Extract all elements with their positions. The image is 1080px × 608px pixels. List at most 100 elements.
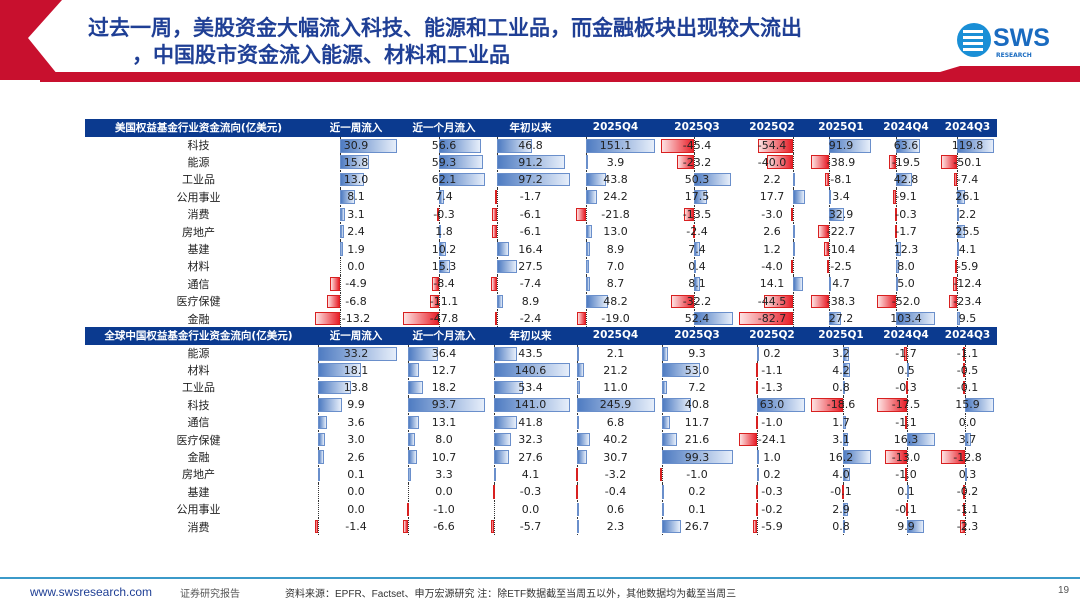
data-cell: 53.4 (488, 378, 573, 397)
data-cell: -23.2 (658, 153, 736, 171)
data-cell: -32.2 (658, 292, 736, 310)
cell-value: 9.9 (347, 398, 365, 412)
table-row: 工业品 13.0 62.1 97.2 43.8 50.3 2.2 -8.1 42.8 -7.4 (85, 170, 997, 189)
data-cell: -7.4 (488, 275, 573, 293)
cell-value: 33.2 (343, 346, 369, 360)
row-label: 公用事业 (176, 190, 221, 204)
table-row: 科技 30.9 56.6 46.8 151.1 -45.4 -54.4 91.9 63.6 119… (85, 136, 997, 154)
positive-data-bar (339, 224, 344, 239)
negative-data-bar (491, 207, 497, 222)
positive-data-bar (793, 172, 796, 187)
bar-axis (694, 137, 696, 154)
bar-axis (757, 361, 759, 379)
cell-value: 2.6 (347, 450, 365, 464)
data-cell: 3.6 (312, 413, 400, 431)
cell-value: 7.2 (688, 380, 706, 394)
cell-value: -6.1 (519, 207, 542, 221)
cell-value: 9.5 (958, 312, 977, 326)
cell-value: -0.1 (895, 502, 917, 516)
bar-axis (896, 188, 898, 206)
data-cell: -38.3 (808, 292, 874, 310)
data-cell: 21.2 (573, 361, 658, 379)
bar-axis (496, 275, 498, 293)
negative-data-bar (962, 502, 965, 517)
bar-axis (339, 275, 341, 293)
cell-value: -9.1 (895, 190, 917, 204)
data-cell: 3.4 (808, 188, 874, 206)
bar-axis (694, 153, 696, 171)
positive-data-bar (843, 380, 846, 395)
cell-value: -6.1 (519, 225, 542, 239)
cell-value: -0.3 (895, 380, 917, 394)
data-cell: 56.6 (400, 136, 488, 154)
bar-axis (896, 205, 898, 223)
positive-data-bar (339, 155, 369, 169)
positive-data-bar (757, 467, 760, 482)
data-cell: 59.3 (400, 153, 488, 171)
data-cell: 6.8 (573, 413, 658, 431)
negative-data-bar (677, 155, 695, 169)
data-cell: 42.8 (874, 170, 938, 189)
positive-data-bar (793, 190, 805, 204)
positive-data-bar (694, 311, 733, 326)
cell-value: -8.1 (830, 172, 852, 186)
data-cell: 9.9 (874, 517, 938, 536)
data-cell: 15.3 (400, 257, 488, 276)
data-cell: 13.8 (312, 378, 400, 397)
cell-value: -52.0 (891, 294, 921, 308)
row-label: 通信 (187, 416, 210, 430)
cell-value: 13.0 (603, 225, 628, 239)
positive-data-bar (843, 519, 846, 534)
cell-value: -13.2 (341, 312, 371, 326)
data-cell: 0.2 (736, 344, 808, 362)
cell-value: 16.4 (518, 242, 543, 256)
table-row: 消费 -1.4 -6.6 -5.7 2.3 26.7 -5.9 0.8 9.9 -2.3 (85, 517, 997, 536)
bar-axis (964, 500, 966, 518)
data-cell: 0.8 (808, 517, 874, 536)
cell-value: -44.5 (757, 294, 787, 308)
cell-value: 1.8 (435, 225, 453, 239)
data-cell: 36.4 (400, 344, 488, 362)
bar-axis (907, 396, 909, 414)
negative-data-bar (437, 207, 440, 222)
cell-value: 17.5 (684, 190, 710, 204)
bar-axis (907, 413, 909, 431)
data-cell: 8.9 (573, 240, 658, 258)
us-equity-fund-flows-table: 美国权益基金行业资金流向(亿美元) 近一周流入 近一个月流入 年初以来 2025Q4 20… (85, 119, 997, 328)
cell-value: -3.2 (604, 467, 627, 481)
data-cell: 9.3 (658, 344, 736, 362)
negative-data-bar (877, 294, 897, 309)
cell-value: 27.6 (518, 450, 543, 464)
positive-data-bar (318, 467, 321, 482)
row-label: 能源 (187, 347, 210, 361)
negative-data-bar (315, 311, 340, 326)
positive-data-bar (494, 432, 512, 447)
positive-data-bar (438, 155, 483, 169)
cell-value: 50.3 (684, 172, 710, 186)
cell-value: 0.2 (763, 346, 781, 360)
negative-data-bar (963, 380, 966, 395)
row-label: 科技 (187, 139, 210, 153)
website-link[interactable]: www.swsresearch.com (30, 585, 153, 599)
cell-value: 1.2 (763, 242, 781, 256)
positive-data-bar (843, 363, 851, 377)
data-cell: 2.9 (808, 500, 874, 518)
data-cell: 27.5 (488, 257, 573, 276)
bar-axis (964, 345, 966, 362)
data-cell: 91.2 (488, 153, 573, 171)
positive-data-bar (438, 259, 451, 274)
negative-data-bar (767, 155, 794, 169)
data-cell: 3.2 (808, 344, 874, 362)
positive-data-bar (793, 242, 796, 256)
column-header: 2025Q3 (658, 119, 736, 137)
data-cell: -1.0 (400, 500, 488, 518)
data-cell: -6.1 (488, 205, 573, 223)
data-cell: -13.2 (312, 309, 400, 328)
cell-value: -1.1 (761, 363, 783, 377)
bar-axis (964, 448, 966, 466)
bar-axis (438, 205, 440, 223)
cell-value: 10.7 (431, 450, 457, 464)
negative-data-bar (491, 224, 497, 239)
data-cell: 0.6 (573, 500, 658, 518)
cell-value: 4.1 (521, 467, 540, 481)
